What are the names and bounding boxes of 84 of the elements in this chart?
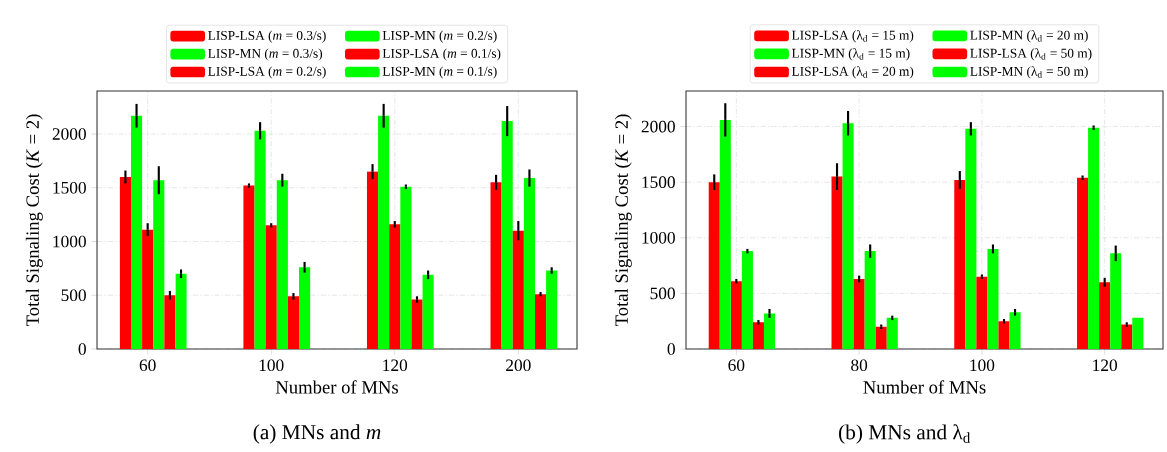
legend-label: LISP-MN (m = 0.2/s) xyxy=(382,30,497,43)
bar xyxy=(366,171,379,349)
bar xyxy=(411,299,423,349)
legend-label: LISP-MN (λ$_{d}$ = 50 m) xyxy=(970,66,1088,79)
x-tick-label: 60 xyxy=(139,359,156,372)
bar xyxy=(164,295,176,349)
legend-label: LISP-MN (λ$_{d}$ = 20 m) xyxy=(970,30,1088,43)
y-tick-label: 1500 xyxy=(642,176,675,189)
bar xyxy=(864,251,876,349)
legend-label: LISP-LSA (λ$_{d}$ = 20 m) xyxy=(791,66,914,79)
bar xyxy=(875,326,887,349)
bar xyxy=(998,321,1010,349)
bar xyxy=(512,230,524,349)
bar xyxy=(719,119,731,349)
bar xyxy=(842,123,854,349)
x-axis-title: Number of MNs xyxy=(275,380,398,394)
bar xyxy=(534,294,547,349)
x-tick-label: 120 xyxy=(383,359,408,372)
legend-label: LISP-LSA (m = 0.2/s) xyxy=(208,66,326,79)
bar xyxy=(730,281,742,349)
bar xyxy=(243,185,255,349)
text: (b) MNs and λ$_{d}$ xyxy=(839,424,971,444)
bar xyxy=(378,115,390,349)
x-tick-label: 200 xyxy=(506,359,531,372)
legend-label: LISP-LSA (λ$_{d}$ = 50 m) xyxy=(970,48,1092,61)
bar xyxy=(976,276,988,349)
bar xyxy=(1121,324,1133,349)
bar xyxy=(752,322,764,349)
bar xyxy=(501,121,513,349)
bar xyxy=(708,182,720,349)
bar xyxy=(389,224,401,349)
y-tick-label: 1000 xyxy=(53,235,86,248)
y-tick-label: 1000 xyxy=(642,231,675,244)
bar xyxy=(265,225,277,349)
bar xyxy=(1088,127,1100,349)
legend-label: LISP-MN (m = 0.1/s) xyxy=(382,66,497,79)
bar xyxy=(523,178,535,349)
text: (a) MNs and m xyxy=(253,424,381,444)
bar xyxy=(287,296,300,349)
legend-label: LISP-LSA (m = 0.1/s) xyxy=(382,48,501,61)
legend-label: LISP-MN (m = 0.3/s) xyxy=(208,48,323,61)
bar xyxy=(299,267,311,349)
bar xyxy=(276,180,288,349)
x-tick-label: 60 xyxy=(728,359,745,372)
bar xyxy=(853,278,865,349)
legend-label: LISP-LSA (m = 0.3/s) xyxy=(208,30,326,43)
legend-label: LISP-LSA (λ$_{d}$ = 15 m) xyxy=(791,30,914,43)
bar xyxy=(987,248,999,349)
bar xyxy=(1110,253,1122,349)
bar xyxy=(130,115,143,349)
bar xyxy=(954,179,966,349)
bar xyxy=(119,176,131,349)
bar xyxy=(886,317,898,349)
bar xyxy=(175,273,187,349)
bar xyxy=(1077,177,1089,349)
bar xyxy=(831,176,843,349)
y-tick-label: 500 xyxy=(650,287,675,300)
x-tick-label: 120 xyxy=(1093,359,1118,372)
y-tick-label: 500 xyxy=(61,289,86,302)
bar xyxy=(153,180,165,349)
bar xyxy=(546,270,558,349)
y-axis-title: Total Signaling Cost (K = 2) xyxy=(614,114,632,327)
bar xyxy=(965,128,977,349)
bar xyxy=(400,186,412,349)
bar xyxy=(1099,282,1111,349)
bar xyxy=(1132,317,1144,349)
bar xyxy=(1009,312,1021,349)
x-axis-title: Number of MNs xyxy=(863,380,986,394)
y-tick-label: 0 xyxy=(667,343,675,355)
y-tick-label: 2000 xyxy=(52,128,86,140)
y-tick-label: 1500 xyxy=(53,181,86,194)
x-tick-label: 100 xyxy=(259,359,284,372)
y-axis-title: Total Signaling Cost (K = 2) xyxy=(25,114,43,327)
bar xyxy=(422,274,434,349)
y-tick-label: 0 xyxy=(78,343,86,355)
y-tick-label: 2000 xyxy=(641,120,675,133)
x-tick-label: 80 xyxy=(851,359,868,372)
bar xyxy=(254,130,266,349)
x-tick-label: 100 xyxy=(970,359,995,372)
bar xyxy=(741,251,753,349)
bar xyxy=(763,313,776,349)
bar xyxy=(142,229,154,349)
legend-label: LISP-MN (λ$_{d}$ = 15 m) xyxy=(791,48,910,61)
bar xyxy=(490,182,502,349)
